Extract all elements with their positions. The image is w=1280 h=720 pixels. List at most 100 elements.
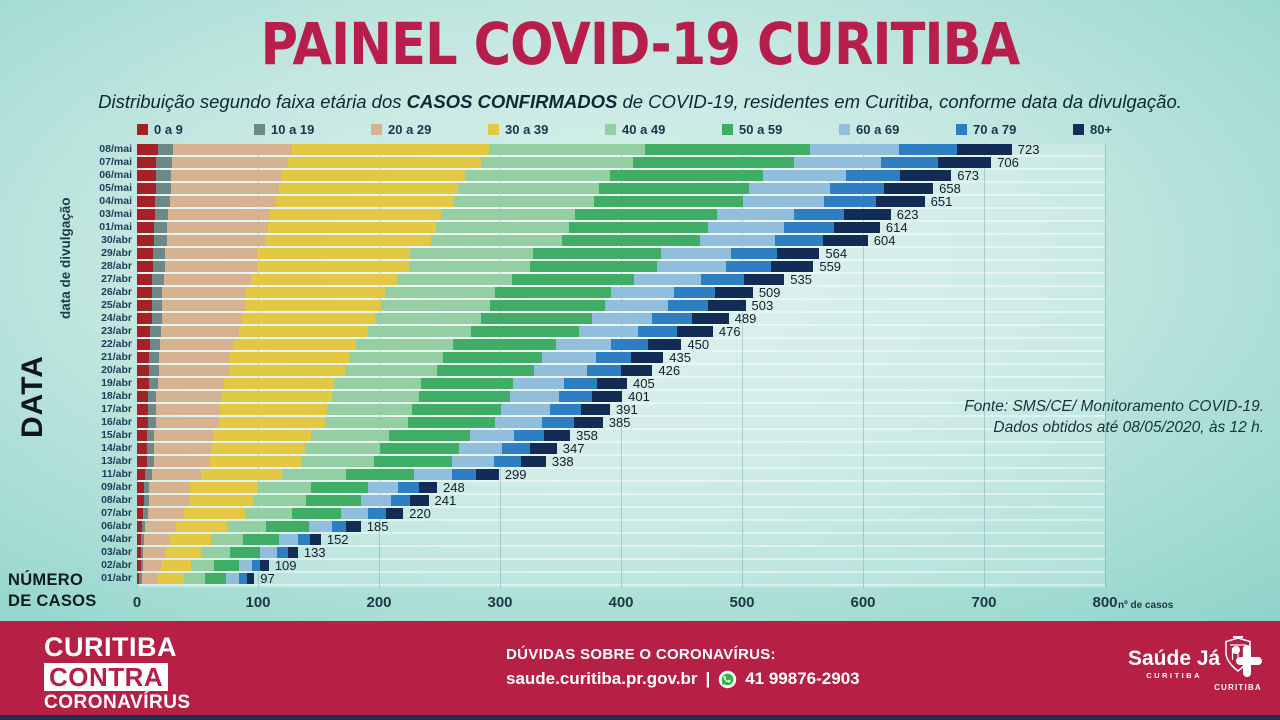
coat-of-arms-icon [1222, 636, 1254, 679]
contact-block: DÚVIDAS SOBRE O CORONAVÍRUS: saude.curit… [506, 646, 860, 689]
bar-segment [147, 508, 185, 519]
bar-segment [137, 222, 154, 233]
bar-segment [309, 534, 321, 545]
bar-total-label: 509 [758, 285, 781, 300]
bar-segment [158, 352, 231, 363]
bar-segment [599, 183, 750, 194]
bar-segment [137, 378, 150, 389]
bar-segment [256, 248, 411, 259]
bar-segment [451, 456, 494, 467]
bar-segment [151, 469, 202, 480]
bar-segment [380, 443, 459, 454]
x-tick-label: 600 [850, 594, 876, 611]
bar-segment [568, 222, 709, 233]
bar-segment [437, 365, 534, 376]
bar-segment [464, 170, 611, 181]
bar-segment [555, 339, 612, 350]
bar-segment [156, 157, 173, 168]
bar-segment [334, 378, 422, 389]
bar-segment [410, 495, 429, 506]
bar-segment [151, 300, 163, 311]
bar-segment [149, 378, 158, 389]
bar-segment [306, 495, 361, 506]
bar-segment [260, 547, 278, 558]
bar-segment [143, 547, 165, 558]
date-tick-label: 28/abr [101, 260, 132, 272]
bar-total-label: 185 [366, 519, 389, 534]
bar-segment [501, 404, 550, 415]
date-tick-label: 17/abr [101, 403, 132, 415]
subtitle-bold: CASOS CONFIRMADOS [406, 91, 618, 112]
bar-segment [238, 326, 369, 337]
bar-segment [152, 248, 165, 259]
bar-total-label: 401 [628, 389, 650, 404]
bar-segment [331, 521, 347, 532]
date-tick-label: 08/mai [99, 143, 132, 155]
bar-segment [244, 508, 292, 519]
legend-label: 10 a 19 [271, 122, 315, 137]
bar-segment [716, 209, 794, 220]
bar-segment [368, 482, 399, 493]
date-tick-label: 18/abr [101, 390, 132, 402]
bar-total-label: 651 [930, 194, 953, 209]
bar-segment [611, 287, 675, 298]
bar-segment [169, 534, 211, 545]
bar-segment [288, 547, 298, 558]
bar-segment [162, 313, 243, 324]
contact-phone: 41 99876-2903 [745, 669, 860, 688]
bar-segment [512, 274, 635, 285]
date-tick-label: 07/abr [101, 507, 132, 519]
legend-swatch [1073, 124, 1084, 135]
bar-segment [660, 248, 732, 259]
bar-segment [244, 300, 382, 311]
date-tick-label: 21/abr [101, 351, 132, 363]
campaign-logo-line1: CURITIBA [44, 632, 177, 662]
bar-row: 503 [137, 299, 773, 312]
bar-segment [251, 560, 261, 571]
bar-segment [137, 300, 152, 311]
bar-segment [137, 196, 156, 207]
x-tick-label: 200 [366, 594, 392, 611]
bar-segment [899, 144, 958, 155]
bar-segment [514, 430, 544, 441]
source-note: Fonte: SMS/CE/ Monitoramento COVID-19. D… [964, 396, 1264, 438]
bar-row: 358 [137, 429, 598, 442]
bar-segment [228, 365, 346, 376]
bar-segment [233, 339, 356, 350]
bar-segment [137, 456, 147, 467]
legend-item: 80+ [1073, 122, 1190, 137]
bar-segment [149, 352, 159, 363]
bar-segment [743, 196, 825, 207]
bar-segment [137, 495, 145, 506]
bar-row: 723 [137, 143, 1039, 156]
date-tick-label: 29/abr [101, 247, 132, 259]
bar-segment [749, 183, 831, 194]
gridline [984, 143, 985, 588]
bar-segment [564, 378, 597, 389]
legend-item: 50 a 59 [722, 122, 839, 137]
bar-segment [137, 443, 147, 454]
bar-segment [777, 248, 820, 259]
bar-segment [793, 209, 844, 220]
bar-segment [139, 573, 142, 584]
bar-row: 535 [137, 273, 812, 286]
bar-segment [771, 261, 814, 272]
bar-segment [493, 456, 521, 467]
bar-segment [452, 339, 556, 350]
bar-row: 109 [137, 559, 297, 572]
bar-row: 97 [137, 572, 275, 585]
bar-segment [652, 313, 693, 324]
legend-swatch [254, 124, 265, 135]
date-tick-label: 04/mai [99, 195, 132, 207]
bar-row: 347 [137, 442, 585, 455]
date-tick-label: 03/mai [99, 208, 132, 220]
bar-segment [409, 261, 531, 272]
date-tick-label: 13/abr [101, 455, 132, 467]
bar-segment [137, 352, 150, 363]
gridline [1105, 143, 1106, 588]
date-tick-label: 01/abr [101, 572, 132, 584]
date-tick-label: 08/abr [101, 494, 132, 506]
bar-segment [219, 417, 325, 428]
date-tick-label: 22/abr [101, 338, 132, 350]
legend-label: 60 a 69 [856, 122, 900, 137]
